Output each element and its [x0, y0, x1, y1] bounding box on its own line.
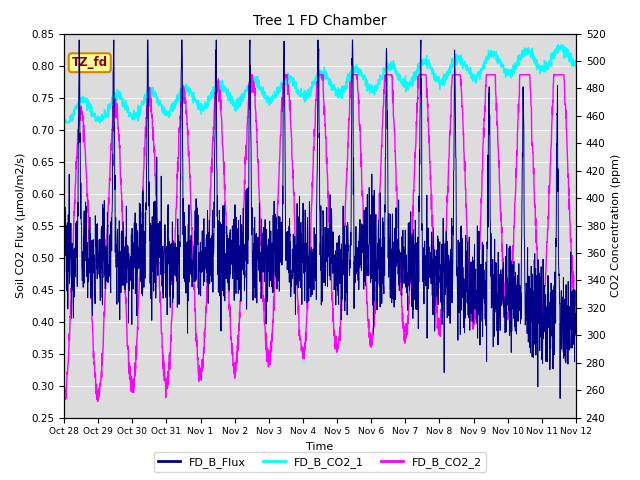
Legend: FD_B_Flux, FD_B_CO2_1, FD_B_CO2_2: FD_B_Flux, FD_B_CO2_1, FD_B_CO2_2: [154, 452, 486, 472]
Y-axis label: CO2 Concentration (ppm): CO2 Concentration (ppm): [611, 154, 621, 297]
X-axis label: Time: Time: [307, 442, 333, 452]
Text: TZ_fd: TZ_fd: [72, 56, 108, 69]
Title: Tree 1 FD Chamber: Tree 1 FD Chamber: [253, 14, 387, 28]
Y-axis label: Soil CO2 Flux (μmol/m2/s): Soil CO2 Flux (μmol/m2/s): [15, 153, 26, 298]
